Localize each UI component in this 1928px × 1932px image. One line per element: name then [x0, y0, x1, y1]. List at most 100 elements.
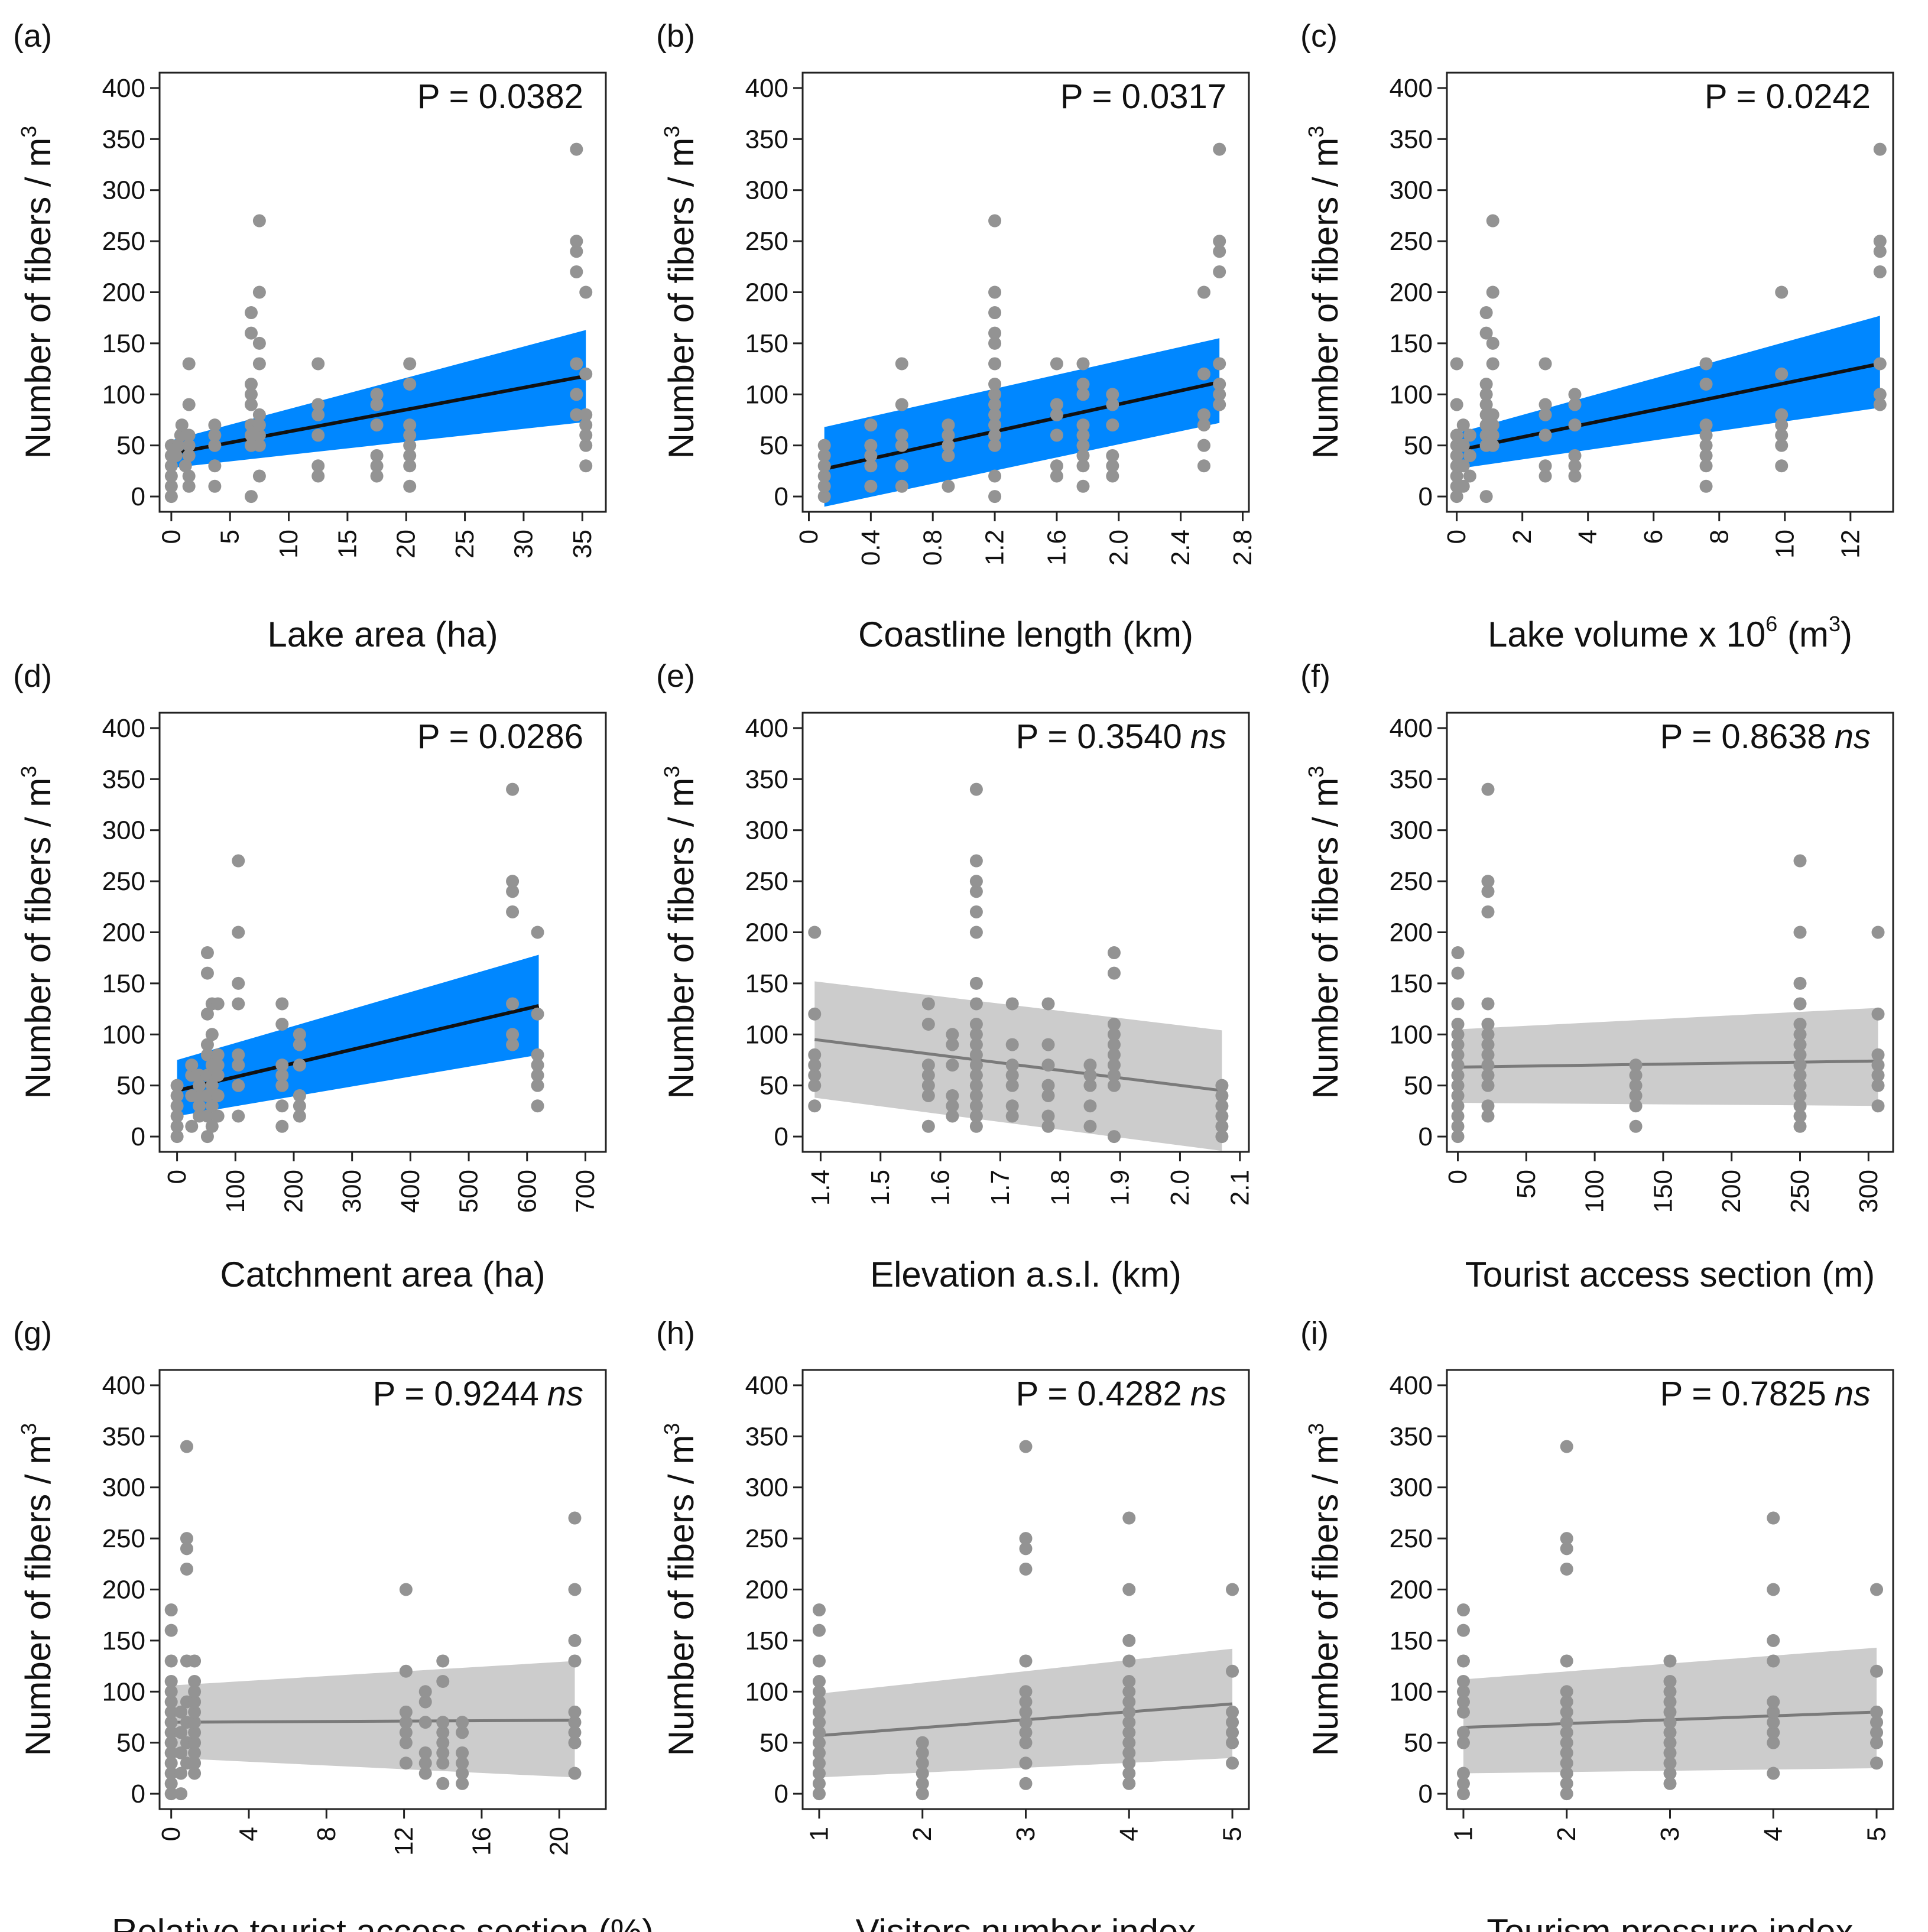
- data-point: [169, 449, 183, 462]
- data-point: [579, 418, 593, 432]
- data-point: [864, 479, 878, 493]
- y-tick-label: 400: [102, 714, 145, 743]
- data-point: [188, 1705, 202, 1719]
- confidence-band: [171, 1661, 575, 1778]
- data-point: [244, 398, 258, 411]
- data-point: [817, 479, 831, 493]
- data-point: [1106, 418, 1119, 432]
- panel-h: (h) 0 50 100 150 200 250 300 350 400 1 2 3 4 5 Number o…: [656, 1316, 1250, 1932]
- data-point: [1663, 1756, 1677, 1770]
- data-point: [864, 439, 878, 452]
- data-point: [456, 1767, 469, 1780]
- data-point: [211, 1069, 225, 1082]
- y-tick-label: 0: [1419, 1122, 1433, 1151]
- data-point: [1699, 439, 1713, 452]
- data-point: [232, 1048, 245, 1061]
- data-point: [1215, 1089, 1229, 1102]
- data-point: [1451, 1079, 1465, 1092]
- y-axis-title: Number of fibers / m3: [1304, 126, 1345, 459]
- y-tick-label: 50: [759, 1071, 788, 1100]
- data-point: [531, 1069, 544, 1082]
- data-point: [1456, 459, 1470, 473]
- data-point: [1005, 997, 1019, 1011]
- confidence-band: [1458, 1008, 1878, 1106]
- panel-tag: (i): [1300, 1316, 1329, 1351]
- data-point: [1481, 1048, 1495, 1061]
- data-point: [1215, 1119, 1229, 1133]
- data-point: [942, 449, 955, 462]
- data-point: [1226, 1726, 1239, 1739]
- data-point: [1699, 479, 1713, 493]
- data-point: [232, 1058, 245, 1072]
- data-point: [293, 1028, 306, 1041]
- data-point: [1122, 1695, 1136, 1709]
- data-point: [399, 1726, 413, 1739]
- y-axis-title: Number of fibers / m3: [660, 766, 701, 1099]
- data-point: [1456, 1685, 1470, 1699]
- data-point: [812, 1777, 826, 1790]
- data-point: [311, 357, 325, 371]
- data-point: [817, 449, 831, 462]
- y-axis-title-sup: 3: [1304, 766, 1328, 778]
- y-tick-label: 250: [1390, 867, 1433, 896]
- data-point: [403, 459, 417, 473]
- data-point: [232, 976, 245, 990]
- data-point: [1122, 1583, 1136, 1596]
- data-point: [174, 1746, 188, 1759]
- data-point: [188, 1726, 202, 1739]
- data-point: [1041, 1058, 1055, 1072]
- data-point: [812, 1787, 826, 1801]
- data-point: [232, 926, 245, 939]
- data-point: [174, 1767, 188, 1780]
- data-point: [1481, 1079, 1495, 1092]
- data-point: [812, 1746, 826, 1759]
- p-value-label: P = 0.0286: [417, 717, 583, 756]
- data-point: [942, 479, 955, 493]
- data-point: [1481, 1069, 1495, 1082]
- data-point: [164, 1623, 178, 1637]
- data-point: [403, 428, 417, 442]
- data-point: [1873, 357, 1887, 371]
- x-tick-label: 200: [1717, 1170, 1746, 1213]
- x-tick-label: 0: [794, 530, 823, 544]
- data-point: [988, 469, 1002, 483]
- data-point: [570, 265, 583, 278]
- x-axis-title: Catchment area (ha): [220, 1255, 545, 1294]
- y-tick-label: 0: [131, 1122, 145, 1151]
- data-point: [1870, 1664, 1884, 1678]
- data-point: [817, 469, 831, 483]
- data-point: [1481, 997, 1495, 1011]
- data-point: [1560, 1716, 1573, 1729]
- data-point: [1663, 1746, 1677, 1759]
- data-point: [1568, 388, 1582, 401]
- data-point: [252, 336, 266, 350]
- data-point: [969, 1089, 983, 1102]
- data-point: [531, 926, 544, 939]
- data-point: [1019, 1440, 1033, 1453]
- p-value-label: P = 0.3540 ns: [1016, 717, 1226, 756]
- data-point: [205, 1079, 219, 1092]
- data-point: [164, 490, 178, 504]
- p-value-label: P = 0.8638 ns: [1660, 717, 1871, 756]
- data-point: [164, 1746, 178, 1759]
- y-axis-title: Number of fibers / m3: [1304, 1423, 1345, 1756]
- data-point: [1560, 1756, 1573, 1770]
- data-point: [418, 1756, 432, 1770]
- data-point: [1538, 398, 1552, 411]
- data-point: [808, 1058, 822, 1072]
- y-tick-label: 50: [116, 1729, 145, 1758]
- data-point: [1107, 946, 1121, 960]
- x-axis-title-main: Lake volume x 10: [1488, 615, 1765, 654]
- data-point: [531, 1048, 544, 1061]
- x-tick-label: 700: [571, 1170, 600, 1213]
- y-tick-label: 150: [1390, 1626, 1433, 1655]
- y-tick-label: 400: [102, 74, 145, 103]
- y-axis-title-main: Number of fibers / m: [661, 1435, 701, 1756]
- x-tick-label: 20: [545, 1827, 574, 1856]
- data-point: [1076, 479, 1090, 493]
- x-tick-label: 300: [337, 1170, 366, 1213]
- x-tick-label: 5: [1218, 1827, 1247, 1841]
- data-point: [1663, 1685, 1677, 1699]
- data-point: [1106, 459, 1119, 473]
- data-point: [812, 1756, 826, 1770]
